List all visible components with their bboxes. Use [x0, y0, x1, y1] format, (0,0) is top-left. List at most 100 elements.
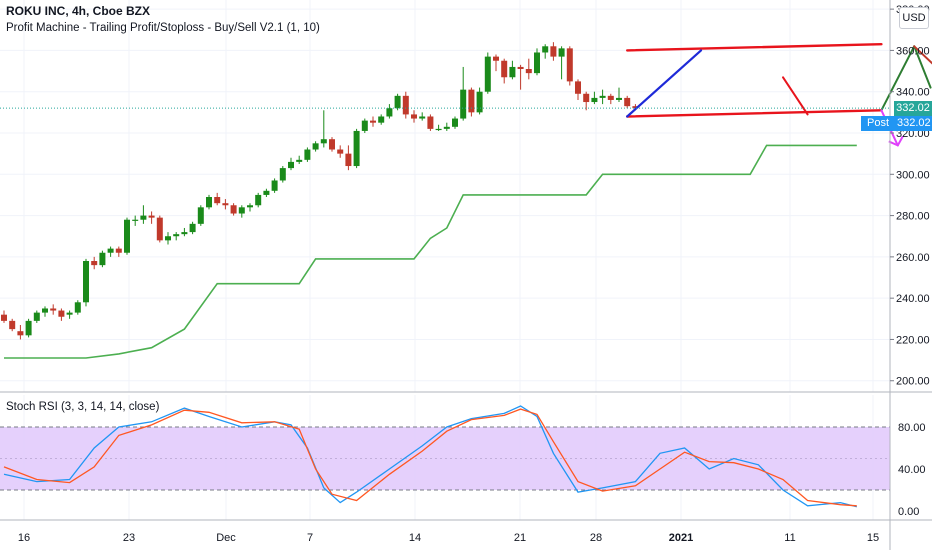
candle	[484, 52, 491, 94]
candle	[83, 258, 89, 307]
price-axis[interactable]: 380.00360.00340.00320.00300.00280.00260.…	[890, 4, 930, 388]
candle	[427, 114, 434, 131]
candle-body	[271, 180, 278, 191]
candle-body	[263, 190, 270, 195]
candle	[460, 66, 467, 121]
price-tick-label: 360.00	[896, 45, 930, 57]
candle	[50, 304, 57, 315]
candle-body	[91, 261, 98, 266]
candle-body	[42, 308, 48, 313]
time-tick-label: 14	[409, 532, 421, 544]
candle	[599, 89, 606, 105]
candle	[566, 46, 573, 86]
candle-body	[394, 95, 401, 109]
candle-body	[575, 81, 581, 94]
candle-body	[599, 95, 606, 98]
candle	[509, 60, 516, 80]
candle-body	[468, 89, 475, 113]
candle-body	[279, 168, 286, 181]
down-projection-arrowhead	[888, 135, 904, 147]
rsi-tick-label: 0.00	[898, 506, 919, 518]
candle	[197, 205, 204, 226]
rsi-tick-label: 80.00	[898, 422, 926, 434]
candle-body	[107, 248, 114, 253]
candle-body	[255, 194, 262, 206]
candle	[402, 91, 409, 119]
candle-body	[247, 205, 253, 208]
candle-body	[558, 48, 565, 57]
price-tick-label: 200.00	[896, 376, 930, 388]
candle	[156, 215, 163, 243]
time-tick-label: Dec	[216, 532, 236, 544]
candle	[9, 318, 16, 332]
candle	[542, 44, 549, 59]
candle-body	[230, 205, 237, 214]
price-tick-label: 260.00	[896, 252, 930, 264]
candle-body	[370, 120, 376, 123]
candle-body	[1, 314, 7, 321]
up-projection-line	[880, 45, 916, 112]
candle	[468, 87, 475, 117]
candle	[206, 194, 212, 210]
candle	[1, 310, 7, 323]
candle	[312, 141, 319, 152]
price-tick-label: 240.00	[896, 293, 930, 305]
candle-body	[312, 143, 319, 150]
candle	[476, 87, 483, 115]
candle-body	[25, 320, 32, 336]
up-projection-arrowhead	[913, 45, 932, 89]
candle-body	[132, 219, 139, 221]
candle	[148, 211, 155, 224]
candle	[115, 246, 122, 257]
candle-body	[583, 93, 590, 103]
candle	[107, 246, 114, 257]
candle	[271, 178, 278, 193]
candle-body	[460, 89, 467, 119]
candle	[91, 256, 98, 270]
rsi-tick-label: 40.00	[898, 464, 926, 476]
currency-button[interactable]: USD	[899, 7, 929, 29]
candle-body	[337, 149, 344, 154]
candle	[255, 192, 262, 208]
rsi-title[interactable]: Stoch RSI (3, 3, 14, 14, close)	[6, 401, 160, 413]
candle-body	[304, 149, 311, 160]
candle-body	[427, 116, 434, 129]
candle	[124, 217, 130, 255]
candle	[304, 147, 311, 162]
candle-body	[476, 91, 483, 113]
candle	[214, 192, 221, 206]
candle-body	[419, 116, 426, 119]
rsi-axis[interactable]: 80.00 40.00 0.00	[898, 422, 926, 518]
time-axis[interactable]: 16 23 Dec 7 14 21 28 2021 11 15	[18, 532, 879, 544]
candle	[74, 300, 81, 315]
candle-body	[402, 95, 409, 115]
candle	[501, 58, 508, 84]
candle	[247, 203, 253, 212]
price-tick-label: 300.00	[896, 169, 930, 181]
candle-body	[329, 139, 335, 150]
candle-body	[296, 159, 303, 162]
candle-body	[156, 217, 163, 241]
candle-body	[189, 223, 196, 233]
candle	[550, 42, 557, 61]
candle-body	[222, 203, 229, 206]
candle-body	[534, 52, 540, 74]
candle-body	[320, 139, 327, 144]
chart-title: ROKU INC, 4h, Cboe BZX	[6, 4, 151, 18]
candle-body	[33, 312, 40, 321]
price-tick-label: 220.00	[896, 334, 930, 346]
candle	[443, 122, 450, 131]
stoch-rsi-band	[0, 426, 890, 491]
time-tick-label: 2021	[669, 532, 693, 544]
candle	[320, 110, 327, 148]
candle	[222, 199, 229, 210]
candle	[345, 145, 352, 171]
channel-bottom-line	[626, 109, 883, 118]
candle-body	[411, 114, 417, 119]
stoch-rsi-d-line	[3, 408, 857, 507]
indicator-title[interactable]: Profit Machine - Trailing Profit/Stoplos…	[6, 22, 320, 34]
candle	[58, 308, 65, 321]
candlestick-series	[1, 42, 639, 340]
time-tick-label: 7	[307, 532, 313, 544]
